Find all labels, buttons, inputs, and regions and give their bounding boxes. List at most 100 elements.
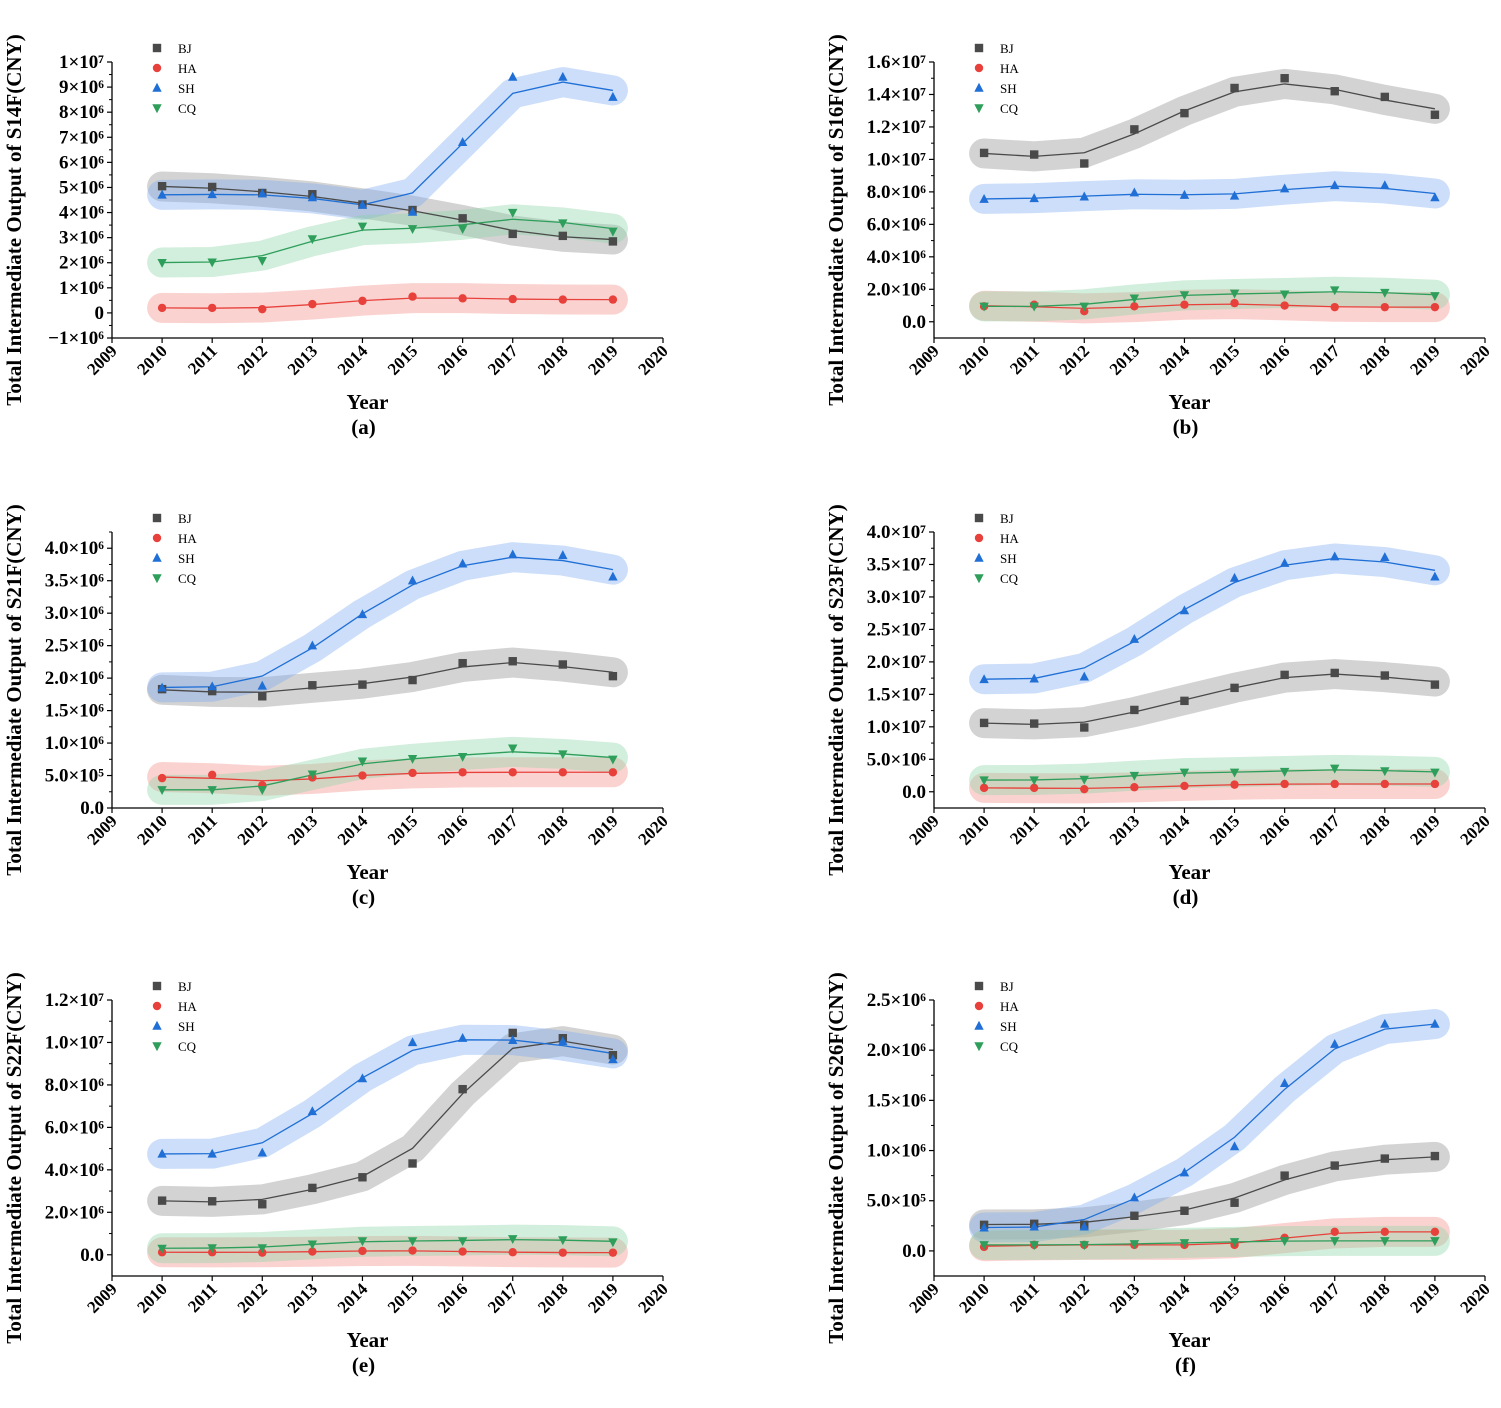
y-tick-label: 5.0×10⁶ — [867, 749, 927, 770]
point-sh-2018 — [558, 550, 568, 560]
y-tick-label: 1.0×10⁷ — [867, 717, 927, 738]
point-bj-2017 — [1330, 668, 1339, 678]
legend-marker-cq — [152, 104, 162, 114]
point-ha-2015 — [408, 768, 417, 778]
point-ha-2015 — [1230, 298, 1239, 308]
fit-bands — [969, 543, 1450, 804]
fit-line-ha — [984, 303, 1435, 310]
x-tick-label: 2012 — [234, 811, 271, 848]
point-cq-2012 — [1079, 1241, 1089, 1251]
x-axis-title: Year — [1169, 1328, 1211, 1352]
fit-line-bj — [162, 1040, 614, 1203]
band-sh — [147, 67, 628, 220]
point-cq-2013 — [1129, 1240, 1140, 1250]
fit-lines — [162, 556, 614, 791]
y-tick-label: 2.0×10⁷ — [867, 652, 927, 673]
point-sh-2012 — [257, 1147, 267, 1157]
point-sh-2019 — [608, 1054, 618, 1064]
x-tick-label: 2014 — [1156, 1279, 1194, 1317]
data-points — [157, 549, 618, 796]
point-bj-2019 — [1430, 110, 1440, 119]
point-ha-2014 — [1180, 300, 1189, 309]
x-tick-label: 2017 — [1306, 341, 1344, 379]
point-sh-2017 — [1330, 180, 1340, 190]
y-tick-label: 3.5×10⁶ — [45, 571, 105, 592]
fit-bands — [147, 542, 628, 805]
panel-label: (d) — [1173, 885, 1199, 909]
point-cq-2014 — [1179, 768, 1190, 778]
point-sh-2010 — [979, 1222, 989, 1232]
panel-label: (c) — [352, 885, 375, 909]
y-tick-label: 8×10⁶ — [59, 102, 104, 123]
x-tick-label: 2010 — [133, 1279, 170, 1316]
point-ha-2017 — [508, 1248, 517, 1257]
chart-panel-e: 0.0 2.0×10⁶ 4.0×10⁶ 6.0×10⁶ 8.0×10⁶ 1.0×10⁷ 1.… — [0, 938, 690, 1403]
point-sh-2014 — [357, 199, 368, 209]
point-cq-2016 — [1279, 290, 1290, 300]
x-tick-label: 2014 — [334, 341, 372, 379]
point-sh-2016 — [1279, 1078, 1290, 1088]
chart-e-svg: 0.0 2.0×10⁶ 4.0×10⁶ 6.0×10⁶ 8.0×10⁶ 1.0×10⁷ 1.… — [2, 972, 672, 1377]
point-bj-2015 — [1230, 683, 1239, 693]
y-tick-label: 1.0×10⁷ — [45, 1032, 105, 1053]
point-ha-2018 — [1380, 302, 1390, 312]
y-tick-label: 2.0×10⁶ — [867, 279, 927, 300]
point-sh-2010 — [157, 1148, 167, 1158]
data-points — [979, 551, 1440, 794]
point-sh-2011 — [207, 681, 217, 691]
point-ha-2019 — [608, 768, 618, 777]
point-cq-2017 — [1330, 764, 1340, 774]
point-bj-2016 — [1280, 1171, 1289, 1180]
point-cq-2015 — [407, 1237, 418, 1247]
y-tick-label: 4.0×10⁶ — [45, 1160, 105, 1181]
point-cq-2011 — [207, 258, 217, 268]
point-bj-2014 — [358, 680, 367, 689]
point-cq-2016 — [457, 1237, 468, 1247]
fit-bands — [147, 1024, 628, 1268]
legend: BJ HA SH CQ — [974, 979, 1019, 1054]
legend-label-ha: HA — [178, 531, 197, 546]
panel-label: (f) — [1175, 1353, 1196, 1377]
x-tick-label: 2020 — [1456, 1279, 1493, 1316]
point-bj-2016 — [458, 214, 467, 223]
point-bj-2012 — [1080, 159, 1089, 168]
legend-label-bj: BJ — [1000, 41, 1014, 56]
data-points — [157, 1028, 618, 1257]
point-ha-2013 — [1130, 783, 1139, 792]
fit-line-cq — [984, 769, 1435, 781]
y-axis-title: Total Intermediate Output of S26F(CNY) — [824, 972, 848, 1343]
point-sh-2014 — [357, 1073, 368, 1083]
point-ha-2010 — [979, 783, 989, 793]
fit-line-cq — [162, 1238, 613, 1249]
x-tick-label: 2012 — [234, 1279, 271, 1316]
y-tick-label: 1×10⁶ — [59, 278, 104, 299]
point-ha-2010 — [157, 303, 167, 313]
point-bj-2017 — [508, 657, 517, 666]
x-axis-title: Year — [1169, 390, 1211, 414]
y-tick-label: 1×10⁷ — [59, 52, 104, 73]
point-sh-2013 — [1129, 187, 1140, 197]
point-ha-2011 — [1029, 783, 1039, 793]
point-ha-2013 — [308, 299, 317, 309]
legend-label-ha: HA — [1000, 531, 1019, 546]
band-bj — [969, 68, 1450, 172]
point-bj-2019 — [608, 671, 618, 681]
legend-label-cq: CQ — [178, 101, 197, 116]
fit-lines — [984, 1023, 1435, 1247]
legend-label-cq: CQ — [1000, 101, 1019, 116]
legend-marker-bj — [152, 981, 162, 991]
y-tick-label: 2.0×10⁶ — [45, 668, 105, 689]
x-tick-label: 2013 — [284, 341, 321, 378]
x-tick-label: 2015 — [1206, 1279, 1243, 1316]
point-bj-2010 — [979, 718, 989, 728]
point-cq-2017 — [1330, 1237, 1340, 1247]
point-cq-2018 — [558, 1236, 568, 1246]
y-axis-title: Total Intermediate Output of S23F(CNY) — [824, 504, 848, 875]
point-ha-2016 — [1280, 779, 1289, 789]
point-ha-2015 — [408, 1246, 417, 1255]
fit-line-ha — [984, 783, 1435, 790]
point-cq-2015 — [1229, 768, 1240, 778]
point-sh-2018 — [1380, 180, 1390, 190]
x-tick-label: 2010 — [133, 341, 170, 378]
legend-label-ha: HA — [1000, 999, 1019, 1014]
